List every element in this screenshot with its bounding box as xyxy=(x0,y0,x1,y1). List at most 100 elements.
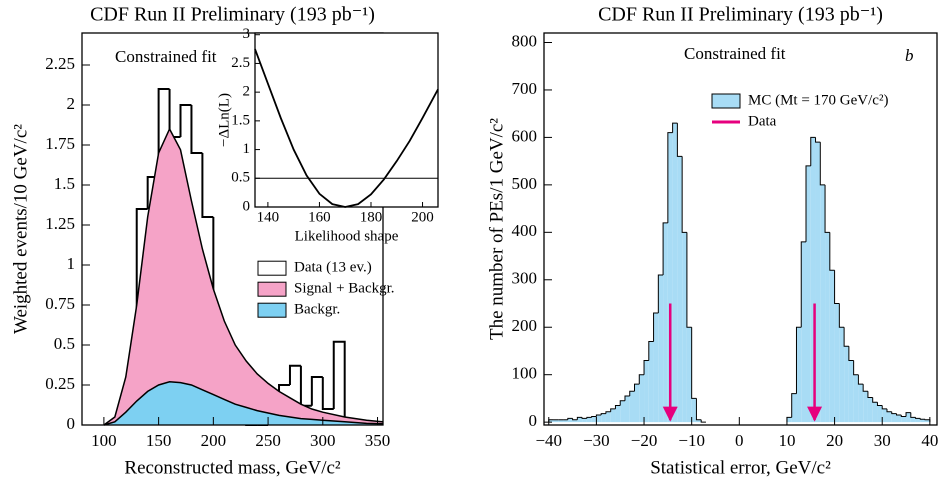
chart-title: CDF Run II Preliminary (193 pb⁻¹) xyxy=(90,4,375,26)
area-outline xyxy=(103,381,384,426)
histogram-bar xyxy=(844,346,849,423)
histogram-bar xyxy=(648,341,654,423)
area xyxy=(103,129,384,425)
histogram-bar xyxy=(791,393,797,423)
histogram-outline xyxy=(586,416,592,419)
histogram-outline xyxy=(605,411,611,414)
histogram-bar xyxy=(896,415,902,423)
histogram-step xyxy=(299,365,312,407)
histogram-bar xyxy=(901,416,907,423)
annotation: Constrained fit xyxy=(115,47,217,66)
histogram-outline xyxy=(853,360,859,376)
legend-swatch xyxy=(257,281,287,297)
histogram-outline xyxy=(600,413,606,416)
y-tick-label: 2.5 xyxy=(231,55,250,71)
histogram-outline xyxy=(614,405,621,409)
annotation: Constrained fit xyxy=(684,44,786,63)
y-axis-label: Weighted events/10 GeV/c² xyxy=(10,124,31,334)
y-tick-label: 2 xyxy=(243,84,251,100)
histogram-bar xyxy=(558,419,564,423)
histogram-bar xyxy=(663,222,668,423)
y-tick-label: 0 xyxy=(529,411,538,430)
histogram-outline xyxy=(653,312,659,342)
histogram-bar xyxy=(796,327,802,423)
y-tick-label: 3 xyxy=(243,26,251,42)
x-tick-label: 160 xyxy=(308,209,331,225)
area-outline xyxy=(103,127,384,426)
x-tick-label: −40 xyxy=(535,431,562,450)
histogram-outline xyxy=(834,270,840,305)
histogram-bar xyxy=(634,384,640,423)
histogram-bar xyxy=(667,132,673,423)
histogram-bar xyxy=(825,232,830,423)
histogram-bar xyxy=(815,142,821,423)
histogram-outline xyxy=(648,340,654,361)
x-tick-label: 200 xyxy=(411,209,434,225)
y-tick-label: 2 xyxy=(67,94,76,113)
histogram-bar xyxy=(605,411,611,423)
histogram-outline xyxy=(629,390,635,397)
histogram-outline xyxy=(910,412,916,418)
chart-title: CDF Run II Preliminary (193 pb⁻¹) xyxy=(598,4,883,26)
histogram-bar xyxy=(624,396,630,423)
x-axis-label: Reconstructed mass, GeV/c² xyxy=(124,457,341,478)
histogram-bar xyxy=(906,412,911,423)
histogram-outline xyxy=(848,346,854,361)
histogram-step xyxy=(157,88,170,177)
histogram-step xyxy=(168,89,181,138)
histogram-step xyxy=(288,364,301,385)
histogram-bar xyxy=(567,418,573,423)
histogram-outline xyxy=(681,156,687,233)
y-tick-label: 1.5 xyxy=(54,174,75,193)
x-axis-label: Likelihood shape xyxy=(295,228,399,244)
y-tick-label: 1.75 xyxy=(45,134,75,153)
y-tick-label: 0.5 xyxy=(54,334,75,353)
histogram-step xyxy=(321,377,334,410)
histogram-bar xyxy=(834,303,840,423)
histogram-bar xyxy=(839,327,845,423)
histogram-outline xyxy=(662,222,668,276)
histogram-bar xyxy=(639,374,645,423)
histogram-outline xyxy=(900,415,907,417)
x-tick-label: 140 xyxy=(257,209,280,225)
histogram-step xyxy=(179,104,192,137)
x-tick-label: 350 xyxy=(365,431,391,450)
legend-label: Data xyxy=(748,113,777,129)
histogram-bar xyxy=(686,327,692,423)
histogram-bar xyxy=(644,360,649,423)
histogram-outline xyxy=(824,184,830,233)
x-axis-label: Statistical error, GeV/c² xyxy=(650,457,831,478)
legend-label: Signal + Backgr. xyxy=(294,281,395,297)
x-tick-label: 40 xyxy=(921,431,938,450)
histogram-step xyxy=(332,340,346,425)
y-tick-label: 700 xyxy=(512,79,538,98)
histogram-bar xyxy=(882,408,887,423)
histogram-bar xyxy=(920,419,926,423)
histogram-step xyxy=(310,376,323,406)
x-tick-label: 30 xyxy=(874,431,891,450)
histogram-bar xyxy=(848,360,854,423)
y-tick-label: 0.75 xyxy=(45,294,75,313)
y-tick-label: 1.25 xyxy=(45,214,75,233)
histogram-bar xyxy=(891,413,897,423)
histogram-outline xyxy=(595,414,602,417)
histogram-outline xyxy=(810,136,816,166)
histogram-outline xyxy=(576,416,583,420)
histogram-bar xyxy=(553,419,559,423)
legend-swatch xyxy=(257,260,287,276)
histogram-outline xyxy=(667,132,673,223)
histogram-outline xyxy=(800,241,806,328)
histogram-outline xyxy=(881,405,887,410)
y-tick-label: 600 xyxy=(512,126,538,145)
histogram-bar xyxy=(801,241,806,423)
histogram-bar xyxy=(672,123,678,423)
histogram-bar xyxy=(658,275,664,423)
histogram-outline xyxy=(610,408,616,412)
histogram-outline xyxy=(857,374,864,385)
histogram-bar xyxy=(886,411,892,423)
x-tick-label: 180 xyxy=(360,209,383,225)
histogram-bar xyxy=(615,405,621,423)
histogram-bar xyxy=(682,232,687,423)
y-tick-label: 100 xyxy=(512,364,538,383)
histogram-bar xyxy=(910,417,916,423)
